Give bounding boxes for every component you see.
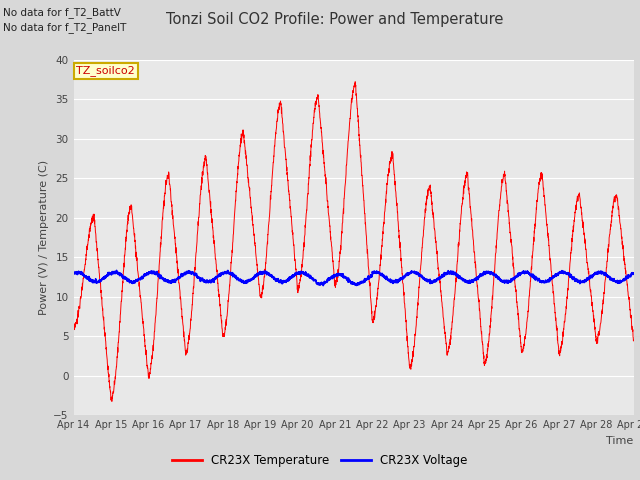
- CR23X Temperature: [619, 242, 627, 248]
- CR23X Temperature: [70, 322, 77, 328]
- CR23X Voltage: [619, 278, 627, 284]
- Line: CR23X Temperature: CR23X Temperature: [74, 82, 634, 401]
- CR23X Voltage: [559, 270, 566, 276]
- CR23X Voltage: [285, 275, 292, 281]
- CR23X Temperature: [167, 195, 175, 201]
- Line: CR23X Voltage: CR23X Voltage: [74, 270, 634, 286]
- CR23X Voltage: [309, 275, 317, 281]
- Y-axis label: Power (V) / Temperature (C): Power (V) / Temperature (C): [39, 160, 49, 315]
- Text: TZ_soilco2: TZ_soilco2: [76, 65, 135, 76]
- CR23X Temperature: [285, 189, 292, 194]
- CR23X Voltage: [113, 267, 120, 273]
- CR23X Temperature: [351, 79, 359, 84]
- CR23X Temperature: [134, 268, 141, 274]
- CR23X Voltage: [70, 269, 77, 275]
- X-axis label: Time: Time: [606, 436, 634, 445]
- CR23X Temperature: [559, 335, 566, 341]
- Legend: CR23X Temperature, CR23X Voltage: CR23X Temperature, CR23X Voltage: [168, 449, 472, 472]
- CR23X Voltage: [319, 283, 327, 288]
- CR23X Voltage: [134, 278, 141, 284]
- CR23X Temperature: [108, 398, 116, 404]
- Text: No data for f_T2_PanelT: No data for f_T2_PanelT: [3, 22, 127, 33]
- CR23X Voltage: [630, 270, 637, 276]
- Text: No data for f_T2_BattV: No data for f_T2_BattV: [3, 7, 121, 18]
- CR23X Temperature: [309, 126, 317, 132]
- Text: Tonzi Soil CO2 Profile: Power and Temperature: Tonzi Soil CO2 Profile: Power and Temper…: [166, 12, 504, 27]
- CR23X Voltage: [167, 278, 175, 284]
- CR23X Temperature: [630, 337, 637, 343]
